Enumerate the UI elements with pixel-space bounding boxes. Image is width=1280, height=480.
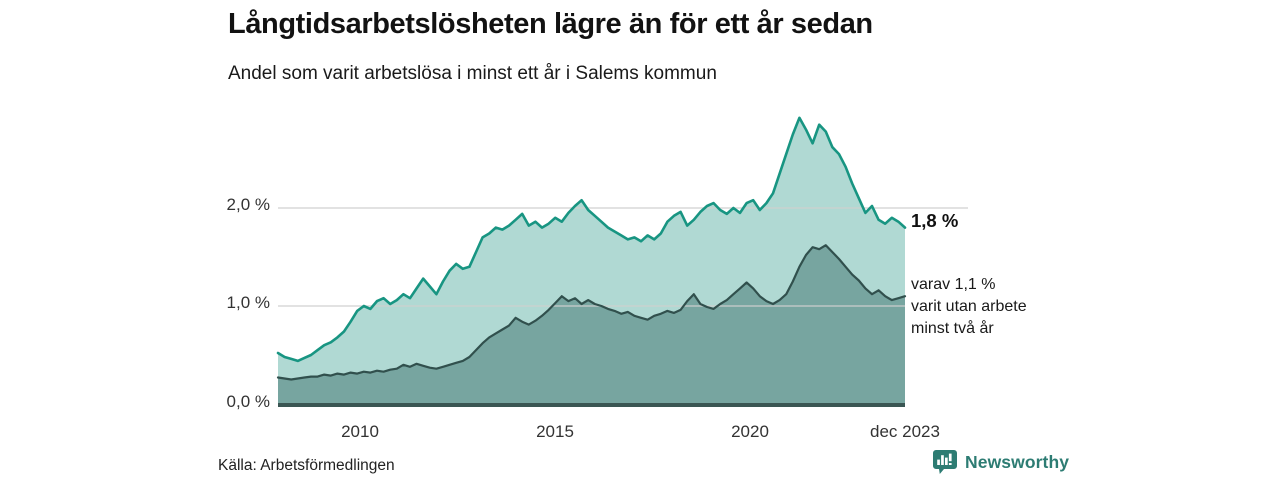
series-one-year-line <box>276 116 907 363</box>
x-tick-2020: 2020 <box>731 422 769 441</box>
end-value-annotation: 1,8 % <box>911 210 959 231</box>
secondary-annotation: varav 1,1 % varit utan arbete minst två … <box>911 274 1027 340</box>
x-tick-2015: 2015 <box>536 422 574 441</box>
y-tick-2-percent: 2,0 % <box>226 195 270 214</box>
secondary-annotation-line-2: varit utan arbete <box>911 298 1027 315</box>
source-credit: Källa: Arbetsförmedlingen <box>218 457 395 474</box>
y-tick-1-percent: 1,0 % <box>226 293 270 312</box>
chart-title: Långtidsarbetslösheten lägre än för ett … <box>228 8 873 40</box>
newsworthy-wordmark: Newsworthy <box>965 451 1070 472</box>
x-tick-dec-2023: dec 2023 <box>870 422 940 441</box>
newsworthy-brand: Newsworthy <box>932 449 1069 475</box>
newsworthy-logo-icon <box>933 450 957 474</box>
series-two-year-line <box>276 244 907 381</box>
chart-subtitle: Andel som varit arbetslösa i minst ett å… <box>228 63 717 84</box>
y-tick-0-percent: 0,0 % <box>226 392 270 411</box>
secondary-annotation-line-1: varav 1,1 % <box>911 276 996 293</box>
secondary-annotation-line-3: minst två år <box>911 320 994 337</box>
x-tick-2010: 2010 <box>341 422 379 441</box>
